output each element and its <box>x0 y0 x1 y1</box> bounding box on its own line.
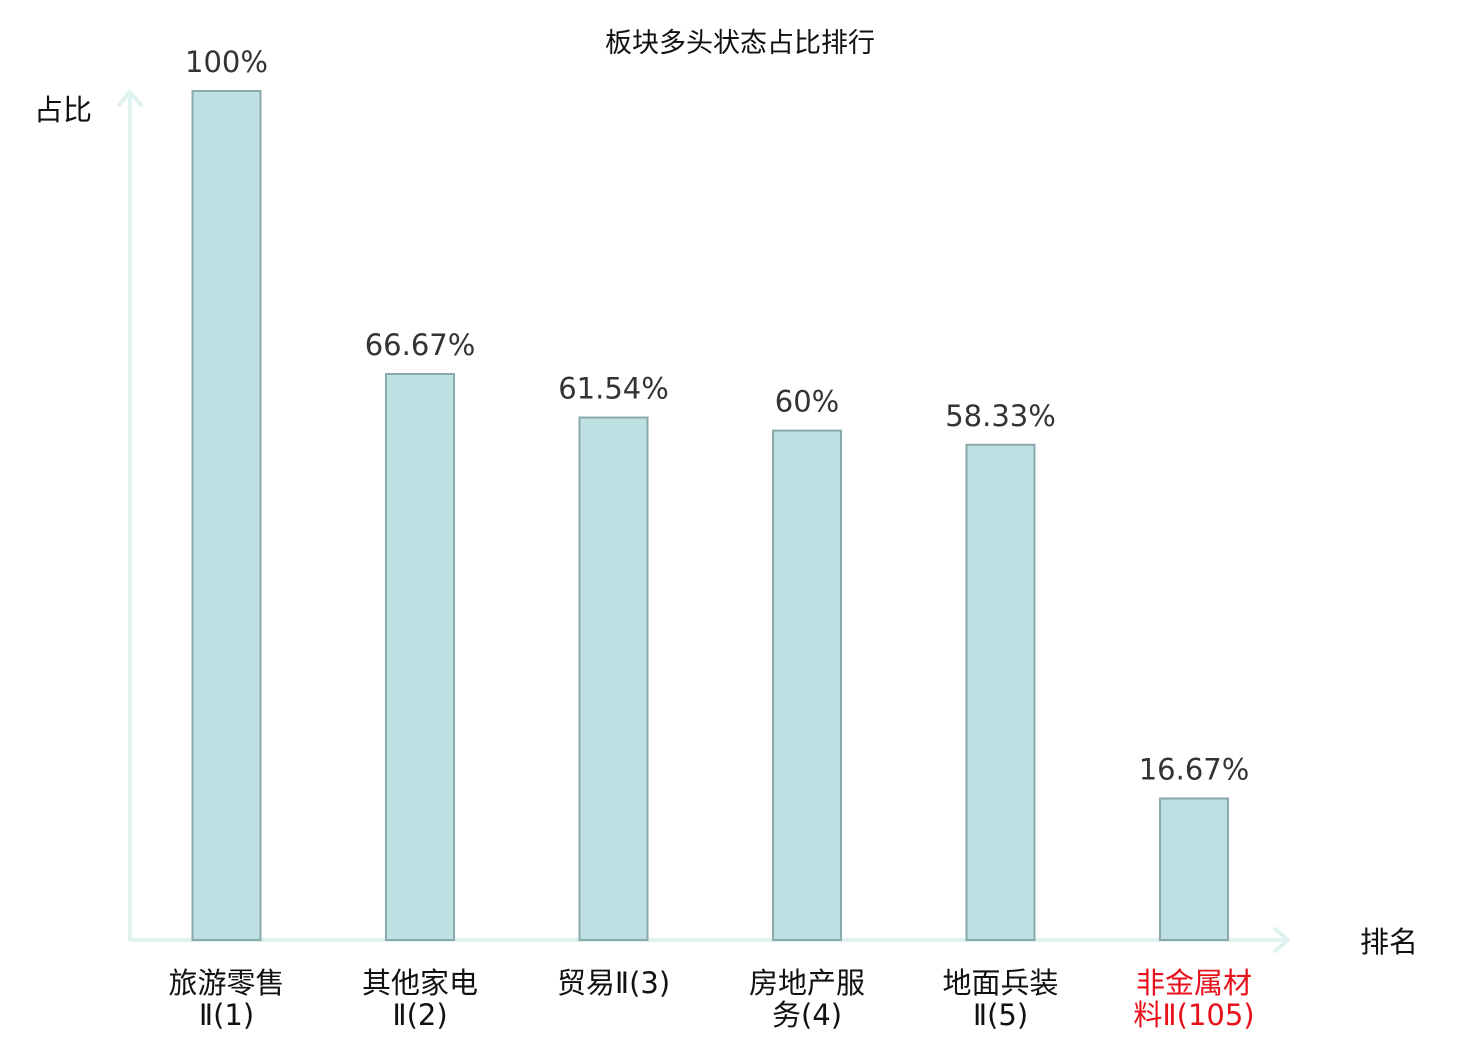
x-axis <box>128 927 1290 953</box>
category-label-2-line-2: Ⅱ(2) <box>392 998 447 1032</box>
bar-series <box>191 90 1229 942</box>
value-label-2: 66.67% <box>365 328 476 362</box>
category-label-6-line-2: 料Ⅱ(105) <box>1133 998 1254 1032</box>
category-label-5-line-2: Ⅱ(5) <box>973 998 1028 1032</box>
category-label-4-line-2: 务(4) <box>772 998 842 1032</box>
x-axis-arrow <box>1273 927 1290 953</box>
value-label-6: 16.67% <box>1139 752 1250 786</box>
category-label-5-line-1: 地面兵装 <box>942 966 1058 1000</box>
value-label-5: 58.33% <box>945 399 1056 433</box>
y-axis <box>117 90 143 942</box>
bar-5 <box>965 443 1036 941</box>
category-label-4-line-1: 房地产服 <box>749 966 865 1000</box>
chart-title: 板块多头状态占比排行 <box>605 28 875 59</box>
value-labels: 100% 66.67% 61.54% 60% 58.33% 16.67% <box>185 45 1249 786</box>
category-label-2-line-1: 其他家电 <box>362 966 478 1000</box>
category-label-3-line-1: 贸易Ⅱ(3) <box>557 966 670 1000</box>
bar-2 <box>385 372 455 942</box>
value-label-1: 100% <box>185 45 268 79</box>
value-label-4: 60% <box>775 385 839 419</box>
category-label-1-line-1: 旅游零售 <box>168 966 284 1000</box>
bar-4 <box>772 429 842 941</box>
bar-1 <box>191 90 262 941</box>
category-label-1-line-2: Ⅱ(1) <box>199 998 254 1032</box>
category-label-6-line-1: 非金属材 <box>1136 966 1252 1000</box>
y-axis-arrow <box>117 90 143 107</box>
bar-3 <box>578 416 649 941</box>
y-axis-label: 占比 <box>34 93 92 127</box>
x-axis-label: 排名 <box>1360 925 1418 959</box>
bar-6 <box>1159 797 1229 941</box>
value-label-3: 61.54% <box>558 372 669 406</box>
